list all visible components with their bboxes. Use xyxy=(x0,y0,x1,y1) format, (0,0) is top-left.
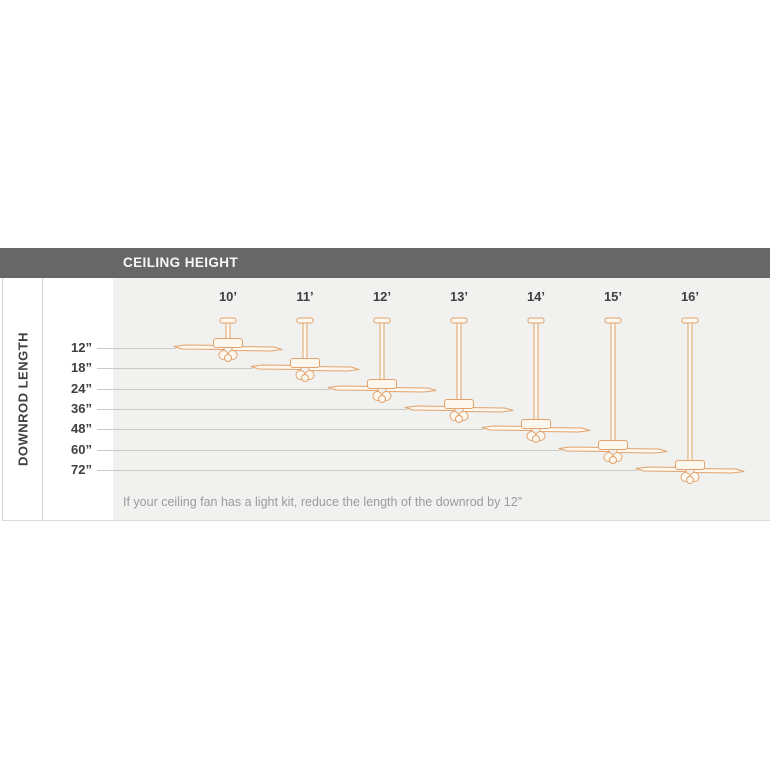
downrod-values-column xyxy=(43,278,113,521)
downrod-length-sidebar: DOWNROD LENGTH xyxy=(2,278,43,521)
fan-chart-area xyxy=(113,278,770,521)
ceiling-height-header: CEILING HEIGHT xyxy=(0,248,770,278)
ceiling-height-title: CEILING HEIGHT xyxy=(123,255,239,270)
downrod-length-title: DOWNROD LENGTH xyxy=(15,331,30,467)
